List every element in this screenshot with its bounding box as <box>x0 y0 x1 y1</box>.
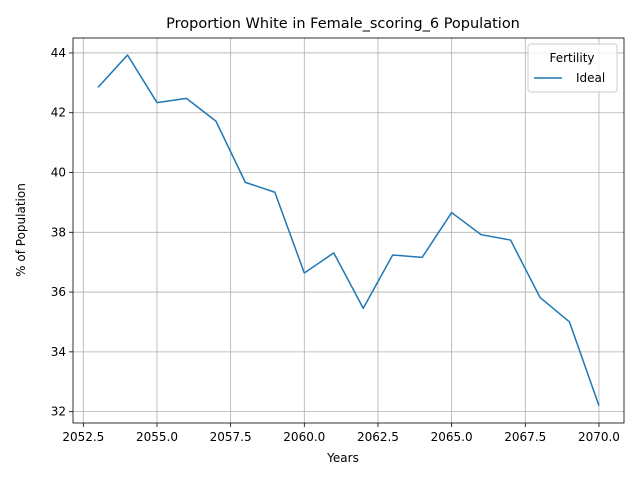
x-axis-label: Years <box>326 451 359 465</box>
x-tick-label: 2062.5 <box>357 430 399 444</box>
legend-label-ideal: Ideal <box>576 71 605 85</box>
series-layer <box>97 54 600 407</box>
data-point <box>568 321 570 323</box>
x-axis-ticks: 2052.5 2055.0 2057.5 2060.0 2062.5 2065.0 2067… <box>62 423 620 444</box>
legend-box <box>527 43 618 93</box>
data-point <box>215 120 217 122</box>
series-line-ideal <box>97 54 600 406</box>
x-tick-label: 2052.5 <box>62 430 104 444</box>
data-point <box>392 254 394 256</box>
legend: Fertility Ideal <box>527 43 618 93</box>
data-point <box>127 54 129 56</box>
x-tick-label: 2067.5 <box>504 430 546 444</box>
y-tick-label: 34 <box>51 345 66 359</box>
legend-title: Fertility <box>549 51 594 65</box>
chart-title: Proportion White in Female_scoring_6 Pop… <box>166 16 520 32</box>
y-tick-label: 40 <box>51 166 66 180</box>
y-axis-ticks: 32 34 36 38 40 42 44 <box>51 46 73 419</box>
data-point <box>244 181 246 183</box>
x-tick-label: 2060.0 <box>283 430 325 444</box>
x-tick-label: 2065.0 <box>431 430 473 444</box>
data-point <box>274 191 276 193</box>
data-point <box>480 234 482 236</box>
y-tick-label: 42 <box>51 106 66 120</box>
plot-area-frame <box>72 37 625 424</box>
x-tick-label: 2070.0 <box>578 430 620 444</box>
data-point <box>156 102 158 104</box>
data-point <box>510 239 512 241</box>
y-tick-label: 32 <box>51 405 66 419</box>
data-point <box>362 307 364 309</box>
data-point <box>185 97 187 99</box>
data-point <box>303 272 305 274</box>
grid-lines <box>73 38 624 423</box>
y-tick-label: 36 <box>51 285 66 299</box>
y-tick-label: 38 <box>51 225 66 239</box>
x-tick-label: 2057.5 <box>210 430 252 444</box>
data-point <box>421 256 423 258</box>
data-point <box>451 212 453 214</box>
data-point <box>97 86 99 88</box>
data-point <box>598 405 600 407</box>
y-axis-label: % of Population <box>14 183 28 277</box>
x-tick-label: 2055.0 <box>136 430 178 444</box>
y-tick-label: 44 <box>51 46 66 60</box>
data-point <box>539 296 541 298</box>
data-point <box>333 252 335 254</box>
